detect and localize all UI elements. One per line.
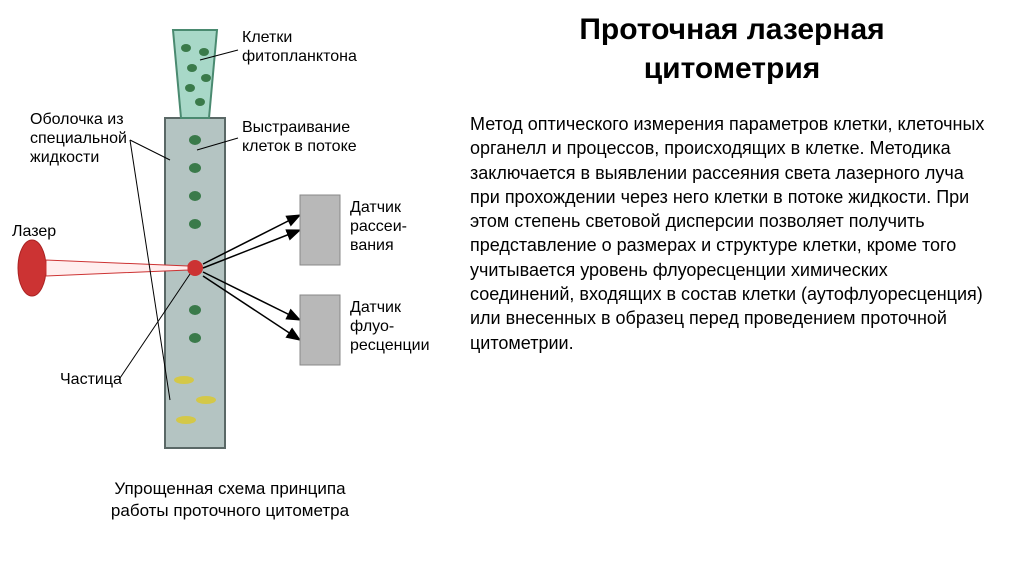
label-sheath: Оболочка из специальной жидкости [30, 110, 127, 168]
label-alignment: Выстраивание клеток в потоке [242, 118, 357, 156]
label-scatter: Датчик рассеи- вания [350, 198, 407, 256]
diagram-caption: Упрощенная схема принципа работы проточн… [80, 478, 380, 522]
label-fluor: Датчик флуо- ресценции [350, 298, 430, 356]
scatter-detector [300, 195, 340, 265]
label-particle: Частица [60, 370, 122, 389]
particle [187, 260, 203, 276]
page-title: Проточная лазернаяцитометрия [470, 10, 994, 88]
laser-lens [18, 240, 46, 296]
label-phytoplankton: Клетки фитопланктона [242, 28, 357, 66]
sample-funnel [173, 30, 217, 118]
fluorescence-detector [300, 295, 340, 365]
label-laser: Лазер [12, 222, 56, 241]
description-text: Метод оптического измерения параметров к… [470, 112, 994, 355]
